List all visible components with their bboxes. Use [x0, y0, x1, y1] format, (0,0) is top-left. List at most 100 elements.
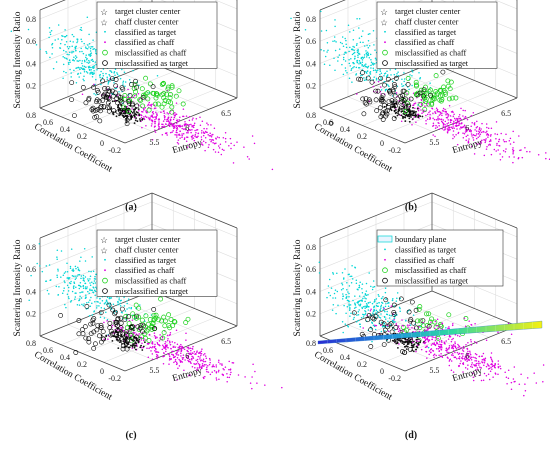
- point-dense-core: [406, 338, 409, 341]
- point-classified-target: [358, 286, 361, 288]
- point-classified-chaff: [178, 346, 181, 348]
- point-classified-target: [372, 62, 374, 64]
- point-classified-target: [389, 69, 391, 71]
- point-classified-chaff: [458, 345, 461, 348]
- point-dense-core: [135, 344, 138, 347]
- point-classified-target: [380, 305, 382, 308]
- point-classified-target: [88, 54, 90, 56]
- point-classified-target: [109, 80, 111, 82]
- point-classified-target: [400, 83, 403, 85]
- point-classified-chaff: [444, 108, 446, 111]
- point-classified-chaff: [441, 127, 444, 130]
- point-misclassified-target: [124, 329, 129, 335]
- point-classified-chaff: [221, 364, 223, 366]
- legend-plane-swatch: [377, 235, 393, 243]
- point-classified-chaff: [193, 139, 196, 142]
- point-misclassified-chaff: [422, 106, 428, 112]
- point-classified-target: [48, 36, 50, 39]
- point-dense-core: [131, 344, 134, 347]
- point-classified-target: [87, 44, 89, 46]
- point-classified-chaff: [453, 127, 455, 129]
- point-dense-core: [412, 344, 414, 347]
- point-classified-chaff: [215, 364, 217, 366]
- point-misclassified-chaff: [169, 84, 175, 90]
- point-misclassified-chaff: [433, 324, 439, 330]
- point-classified-chaff: [204, 360, 207, 363]
- legend-label: classified as target: [115, 256, 177, 265]
- point-classified-target: [109, 296, 111, 299]
- point-classified-chaff: [472, 137, 474, 139]
- point-classified-target: [84, 286, 87, 288]
- point-classified-chaff: [246, 155, 249, 158]
- point-dense-core: [120, 112, 123, 115]
- point-misclassified-target: [111, 108, 117, 114]
- point-classified-chaff: [172, 354, 174, 356]
- point-classified-chaff: [460, 122, 463, 125]
- point-classified-target: [372, 64, 375, 66]
- point-classified-target: [91, 281, 93, 284]
- point-classified-target: [353, 49, 355, 52]
- point-classified-chaff: [187, 350, 189, 353]
- panel-2: 0.20.40.60.80.80.60.40.20-0.25.566.5Scat…: [290, 0, 550, 213]
- point-classified-target: [65, 50, 67, 53]
- point-classified-chaff: [475, 137, 478, 140]
- point-classified-chaff: [448, 348, 450, 350]
- point-classified-chaff: [191, 138, 193, 140]
- point-classified-chaff: [181, 361, 184, 363]
- point-classified-chaff: [369, 310, 372, 312]
- point-classified-chaff: [386, 324, 389, 327]
- point-classified-chaff: [434, 112, 437, 114]
- grid-line: [494, 0, 518, 10]
- point-classified-chaff: [174, 341, 176, 344]
- point-classified-chaff: [187, 359, 189, 362]
- point-dense-core: [401, 105, 404, 108]
- point-classified-chaff: [204, 149, 206, 152]
- point-classified-target: [341, 271, 344, 274]
- point-classified-chaff: [271, 168, 274, 171]
- point-dense-core: [394, 341, 396, 343]
- point-misclassified-target: [73, 350, 79, 355]
- point-classified-target: [367, 47, 370, 49]
- point-classified-chaff: [456, 334, 459, 337]
- point-classified-target: [118, 297, 120, 299]
- point-dense-core: [134, 119, 137, 122]
- point-classified-chaff: [449, 115, 452, 117]
- point-classified-chaff: [467, 350, 469, 353]
- point-classified-target: [357, 311, 360, 313]
- axis-edge: [319, 192, 433, 239]
- point-classified-chaff: [454, 122, 456, 124]
- point-classified-chaff: [440, 352, 442, 355]
- point-classified-chaff: [213, 142, 216, 145]
- point-classified-chaff: [502, 150, 505, 152]
- point-classified-target: [354, 302, 356, 304]
- point-classified-chaff: [507, 377, 510, 379]
- point-classified-target: [68, 59, 71, 61]
- point-dense-core: [400, 108, 402, 110]
- point-classified-chaff: [206, 370, 208, 373]
- point-classified-chaff: [156, 357, 158, 360]
- point-classified-chaff: [455, 122, 458, 125]
- point-misclassified-chaff: [428, 319, 434, 325]
- point-classified-chaff: [176, 343, 179, 345]
- point-classified-target: [393, 305, 395, 307]
- point-classified-chaff: [420, 102, 423, 105]
- point-classified-chaff: [459, 335, 461, 338]
- point-classified-chaff: [417, 340, 419, 343]
- point-classified-target: [334, 25, 336, 28]
- point-classified-chaff: [375, 324, 378, 327]
- point-classified-target: [347, 291, 349, 293]
- point-classified-target: [10, 30, 13, 32]
- point-dense-core: [403, 343, 405, 346]
- point-classified-chaff: [199, 124, 202, 126]
- point-classified-chaff: [470, 344, 473, 346]
- point-classified-target: [372, 312, 374, 315]
- point-classified-target: [117, 300, 119, 303]
- point-classified-chaff: [429, 116, 431, 119]
- point-classified-target: [54, 39, 56, 41]
- point-classified-target: [352, 62, 354, 64]
- point-classified-chaff: [508, 156, 511, 158]
- point-classified-chaff: [390, 305, 393, 307]
- point-misclassified-target: [100, 329, 106, 334]
- point-classified-target: [350, 58, 352, 60]
- point-classified-target: [384, 305, 387, 308]
